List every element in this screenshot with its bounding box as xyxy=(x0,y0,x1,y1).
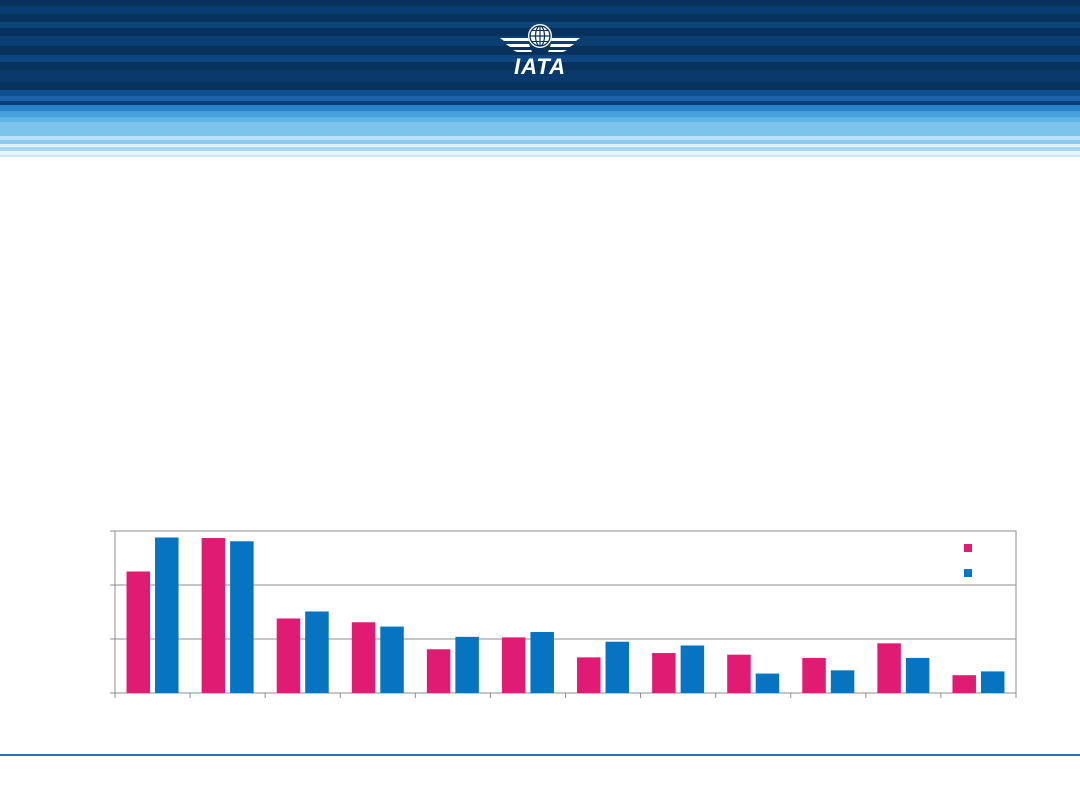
bar-series-1-4 xyxy=(351,622,376,693)
footer-divider xyxy=(0,754,1080,756)
bar-series-2-9 xyxy=(755,673,780,693)
header-stripes xyxy=(0,0,1080,162)
bar-series-2-10 xyxy=(830,670,855,693)
bar-series-2-11 xyxy=(905,657,930,693)
bar-series-2-1 xyxy=(155,537,179,693)
bar-series-1-7 xyxy=(577,657,601,693)
bar-series-1-10 xyxy=(802,657,826,693)
bar-series-1-8 xyxy=(652,653,676,693)
bar-series-2-6 xyxy=(530,631,554,693)
bar-series-1-12 xyxy=(952,675,976,693)
bar-series-1-5 xyxy=(426,649,451,693)
bar-series-2-4 xyxy=(380,626,404,693)
bar-series-1-9 xyxy=(727,654,751,693)
bar-series-1-3 xyxy=(276,618,301,693)
chart-canvas xyxy=(110,530,1017,698)
bar-series-2-2 xyxy=(230,541,254,693)
globe-wings-icon xyxy=(500,24,580,52)
iata-logo: IATA xyxy=(496,18,584,80)
legend-marker-1 xyxy=(964,544,972,552)
bar-series-2-3 xyxy=(305,611,329,693)
legend-marker-2 xyxy=(964,569,972,577)
bar-series-2-8 xyxy=(680,645,705,693)
bar-series-1-6 xyxy=(501,637,526,693)
bar-series-2-7 xyxy=(605,641,630,693)
bar-chart xyxy=(90,515,1040,720)
bar-series-1-2 xyxy=(201,538,226,693)
logo-text: IATA xyxy=(513,54,567,79)
bar-series-1-1 xyxy=(126,571,151,693)
bar-series-2-12 xyxy=(980,671,1005,693)
header-banner: IATA xyxy=(0,0,1080,162)
bar-series-2-5 xyxy=(455,636,479,693)
bar-series-1-11 xyxy=(877,643,901,693)
